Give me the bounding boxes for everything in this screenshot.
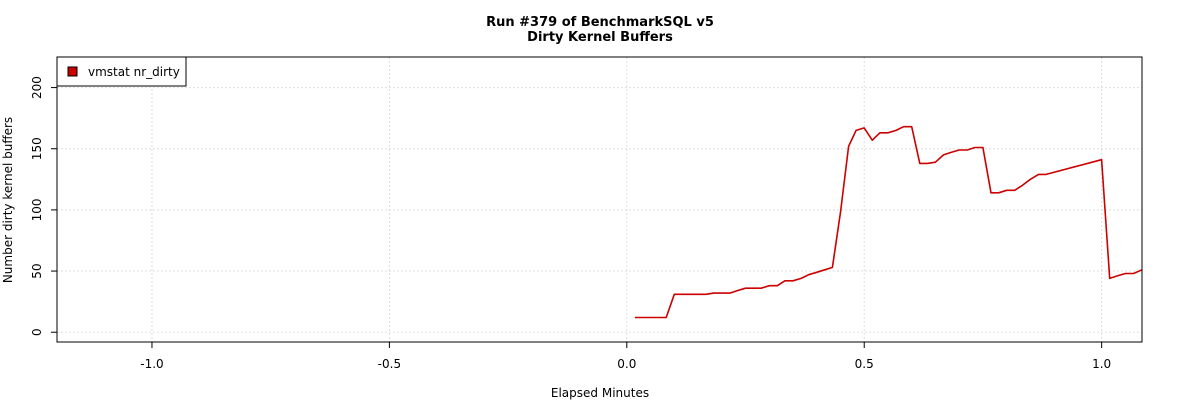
legend-swatch bbox=[67, 66, 78, 77]
series-group bbox=[634, 125, 1143, 319]
x-axis: -1.0 -0.5 0.0 0.5 1.0 bbox=[140, 342, 1111, 371]
x-axis-label: Elapsed Minutes bbox=[551, 386, 649, 400]
y-axis-label: Number dirty kernel buffers bbox=[1, 117, 15, 283]
chart-title: Run #379 of BenchmarkSQL v5 bbox=[486, 15, 714, 30]
x-tick-label: 1.0 bbox=[1092, 357, 1111, 371]
x-tick-label: -1.0 bbox=[140, 357, 163, 371]
y-tick-label: 0 bbox=[30, 328, 44, 336]
y-tick-label: 200 bbox=[30, 76, 44, 99]
grid bbox=[57, 57, 1142, 342]
legend-box bbox=[56, 56, 187, 87]
x-tick-label: 0.5 bbox=[855, 357, 874, 371]
legend-label: vmstat nr_dirty bbox=[88, 65, 180, 79]
chart-subtitle: Dirty Kernel Buffers bbox=[527, 30, 673, 45]
y-axis: 0 50 100 150 200 bbox=[30, 76, 57, 336]
x-tick-label: -0.5 bbox=[378, 357, 401, 371]
series-line-nr-dirty bbox=[634, 125, 1143, 319]
y-tick-label: 50 bbox=[30, 263, 44, 278]
legend: vmstat nr_dirty bbox=[56, 56, 187, 87]
y-tick-label: 150 bbox=[30, 137, 44, 160]
x-tick-label: 0.0 bbox=[617, 357, 636, 371]
plot-frame bbox=[56, 56, 1143, 343]
y-tick-label: 100 bbox=[30, 198, 44, 221]
